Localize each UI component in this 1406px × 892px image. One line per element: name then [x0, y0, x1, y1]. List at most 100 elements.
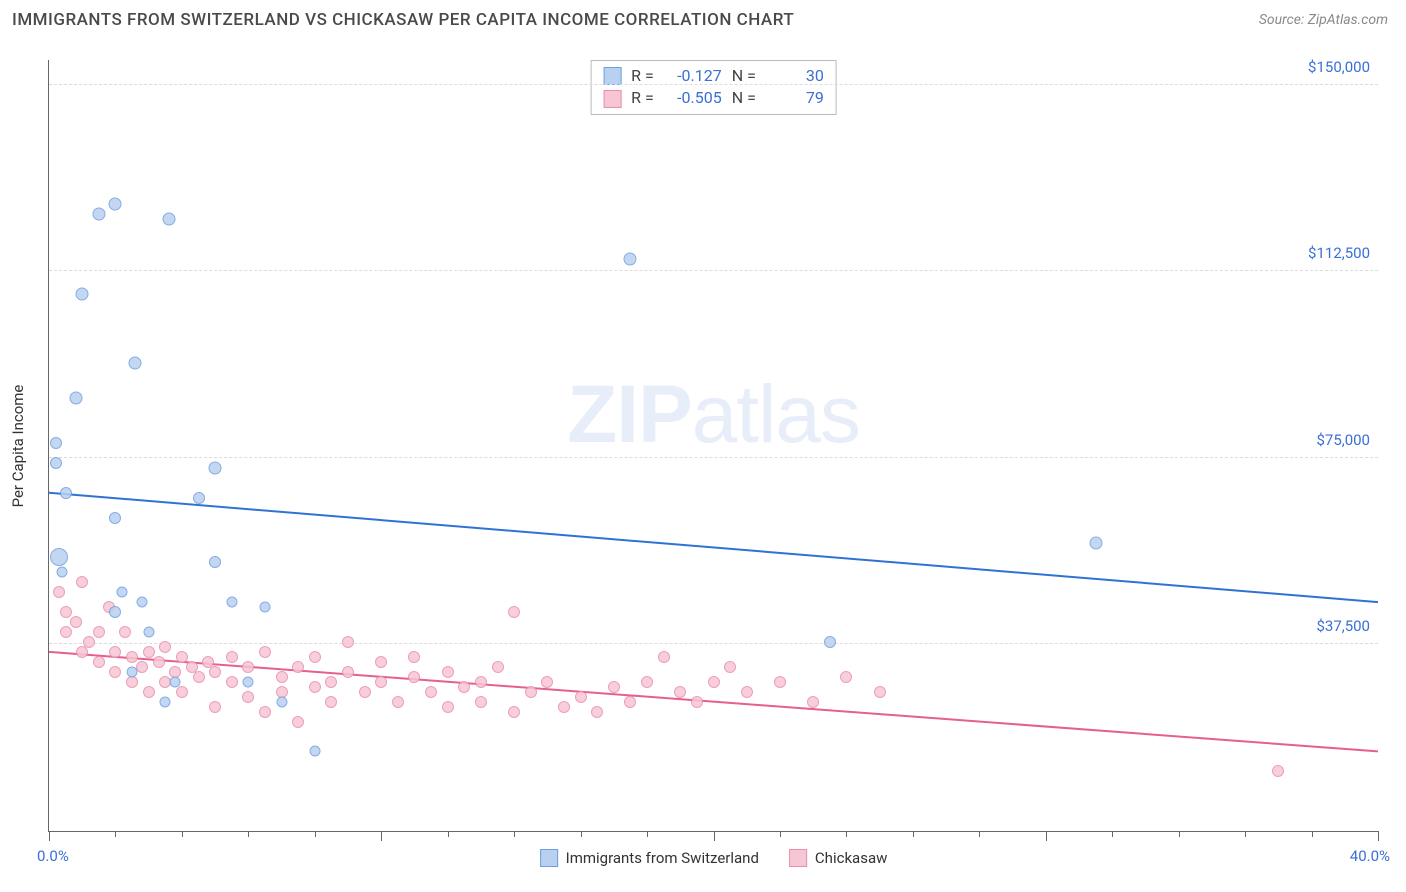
- data-point: [309, 681, 321, 693]
- data-point: [508, 606, 520, 618]
- data-point: [93, 656, 105, 668]
- data-point: [558, 701, 570, 713]
- data-point: [170, 676, 181, 687]
- data-point: [276, 696, 287, 707]
- data-point: [359, 686, 371, 698]
- data-point: [375, 656, 387, 668]
- data-point: [276, 671, 288, 683]
- y-tick-label: $37,500: [1316, 617, 1370, 635]
- data-point: [807, 696, 819, 708]
- data-point: [525, 686, 537, 698]
- data-point: [342, 666, 354, 678]
- x-axis-label-left: 0.0%: [37, 847, 69, 865]
- data-point: [76, 287, 89, 300]
- data-point: [137, 597, 148, 608]
- data-point: [442, 666, 454, 678]
- data-point: [674, 686, 686, 698]
- x-tick: [315, 831, 316, 837]
- data-point: [425, 686, 437, 698]
- data-point: [824, 636, 836, 648]
- data-point: [242, 661, 254, 673]
- data-point: [153, 656, 165, 668]
- data-point: [193, 671, 205, 683]
- data-point: [126, 651, 138, 663]
- data-point: [874, 686, 886, 698]
- data-point: [93, 626, 105, 638]
- data-point: [392, 696, 404, 708]
- data-point: [774, 676, 786, 688]
- data-point: [143, 646, 155, 658]
- data-point: [624, 252, 637, 265]
- legend-swatch-0: [540, 849, 558, 867]
- data-point: [119, 626, 131, 638]
- data-point: [840, 671, 852, 683]
- data-point: [176, 686, 188, 698]
- data-point: [50, 437, 62, 449]
- data-point: [129, 357, 142, 370]
- stats-row-1: R = -0.505 N = 79: [603, 87, 824, 109]
- data-point: [159, 641, 171, 653]
- data-point: [591, 706, 603, 718]
- r-value-1: -0.505: [664, 87, 722, 109]
- data-point: [226, 597, 237, 608]
- series-swatch-1: [603, 90, 621, 108]
- data-point: [143, 686, 155, 698]
- data-point: [608, 681, 620, 693]
- data-point: [708, 676, 720, 688]
- gridline: [49, 84, 1378, 85]
- x-tick: [647, 831, 648, 837]
- data-point: [209, 461, 222, 474]
- data-point: [242, 691, 254, 703]
- data-point: [193, 492, 205, 504]
- x-tick: [846, 831, 847, 837]
- x-tick: [979, 831, 980, 837]
- x-tick: [182, 831, 183, 837]
- x-tick: [780, 831, 781, 837]
- data-point: [92, 208, 105, 221]
- data-point: [259, 646, 271, 658]
- data-point: [109, 666, 121, 678]
- data-point: [226, 651, 238, 663]
- data-point: [226, 676, 238, 688]
- data-point: [109, 198, 122, 211]
- data-point: [109, 646, 121, 658]
- data-point: [458, 681, 470, 693]
- x-tick: [381, 831, 382, 841]
- x-tick: [1245, 831, 1246, 837]
- data-point: [126, 676, 138, 688]
- data-point: [658, 651, 670, 663]
- data-point: [50, 457, 62, 469]
- legend-label-0: Immigrants from Switzerland: [566, 849, 759, 867]
- trend-line: [49, 493, 1378, 602]
- data-point: [575, 691, 587, 703]
- chart-title: IMMIGRANTS FROM SWITZERLAND VS CHICKASAW…: [12, 10, 794, 30]
- x-axis-label-right: 40.0%: [1350, 847, 1390, 865]
- n-label: N =: [732, 87, 756, 109]
- data-point: [60, 606, 72, 618]
- legend-swatch-1: [789, 849, 807, 867]
- x-tick: [514, 831, 515, 837]
- data-point: [309, 746, 320, 757]
- data-point: [176, 651, 188, 663]
- data-point: [162, 213, 175, 226]
- data-point: [209, 556, 221, 568]
- x-tick: [1312, 831, 1313, 837]
- x-tick: [1046, 831, 1047, 841]
- trend-lines: [49, 60, 1378, 831]
- stats-legend: R = -0.127 N = 30 R = -0.505 N = 79: [590, 60, 837, 115]
- data-point: [292, 716, 304, 728]
- data-point: [442, 701, 454, 713]
- data-point: [1089, 536, 1102, 549]
- data-point: [342, 636, 354, 648]
- data-point: [76, 576, 88, 588]
- data-point: [1272, 765, 1284, 777]
- data-point: [109, 606, 121, 618]
- data-point: [143, 627, 154, 638]
- data-point: [127, 666, 138, 677]
- data-point: [57, 567, 68, 578]
- data-point: [408, 671, 420, 683]
- y-tick-label: $112,500: [1308, 244, 1370, 262]
- data-point: [325, 676, 337, 688]
- legend-item-1: Chickasaw: [789, 849, 887, 867]
- data-point: [83, 636, 95, 648]
